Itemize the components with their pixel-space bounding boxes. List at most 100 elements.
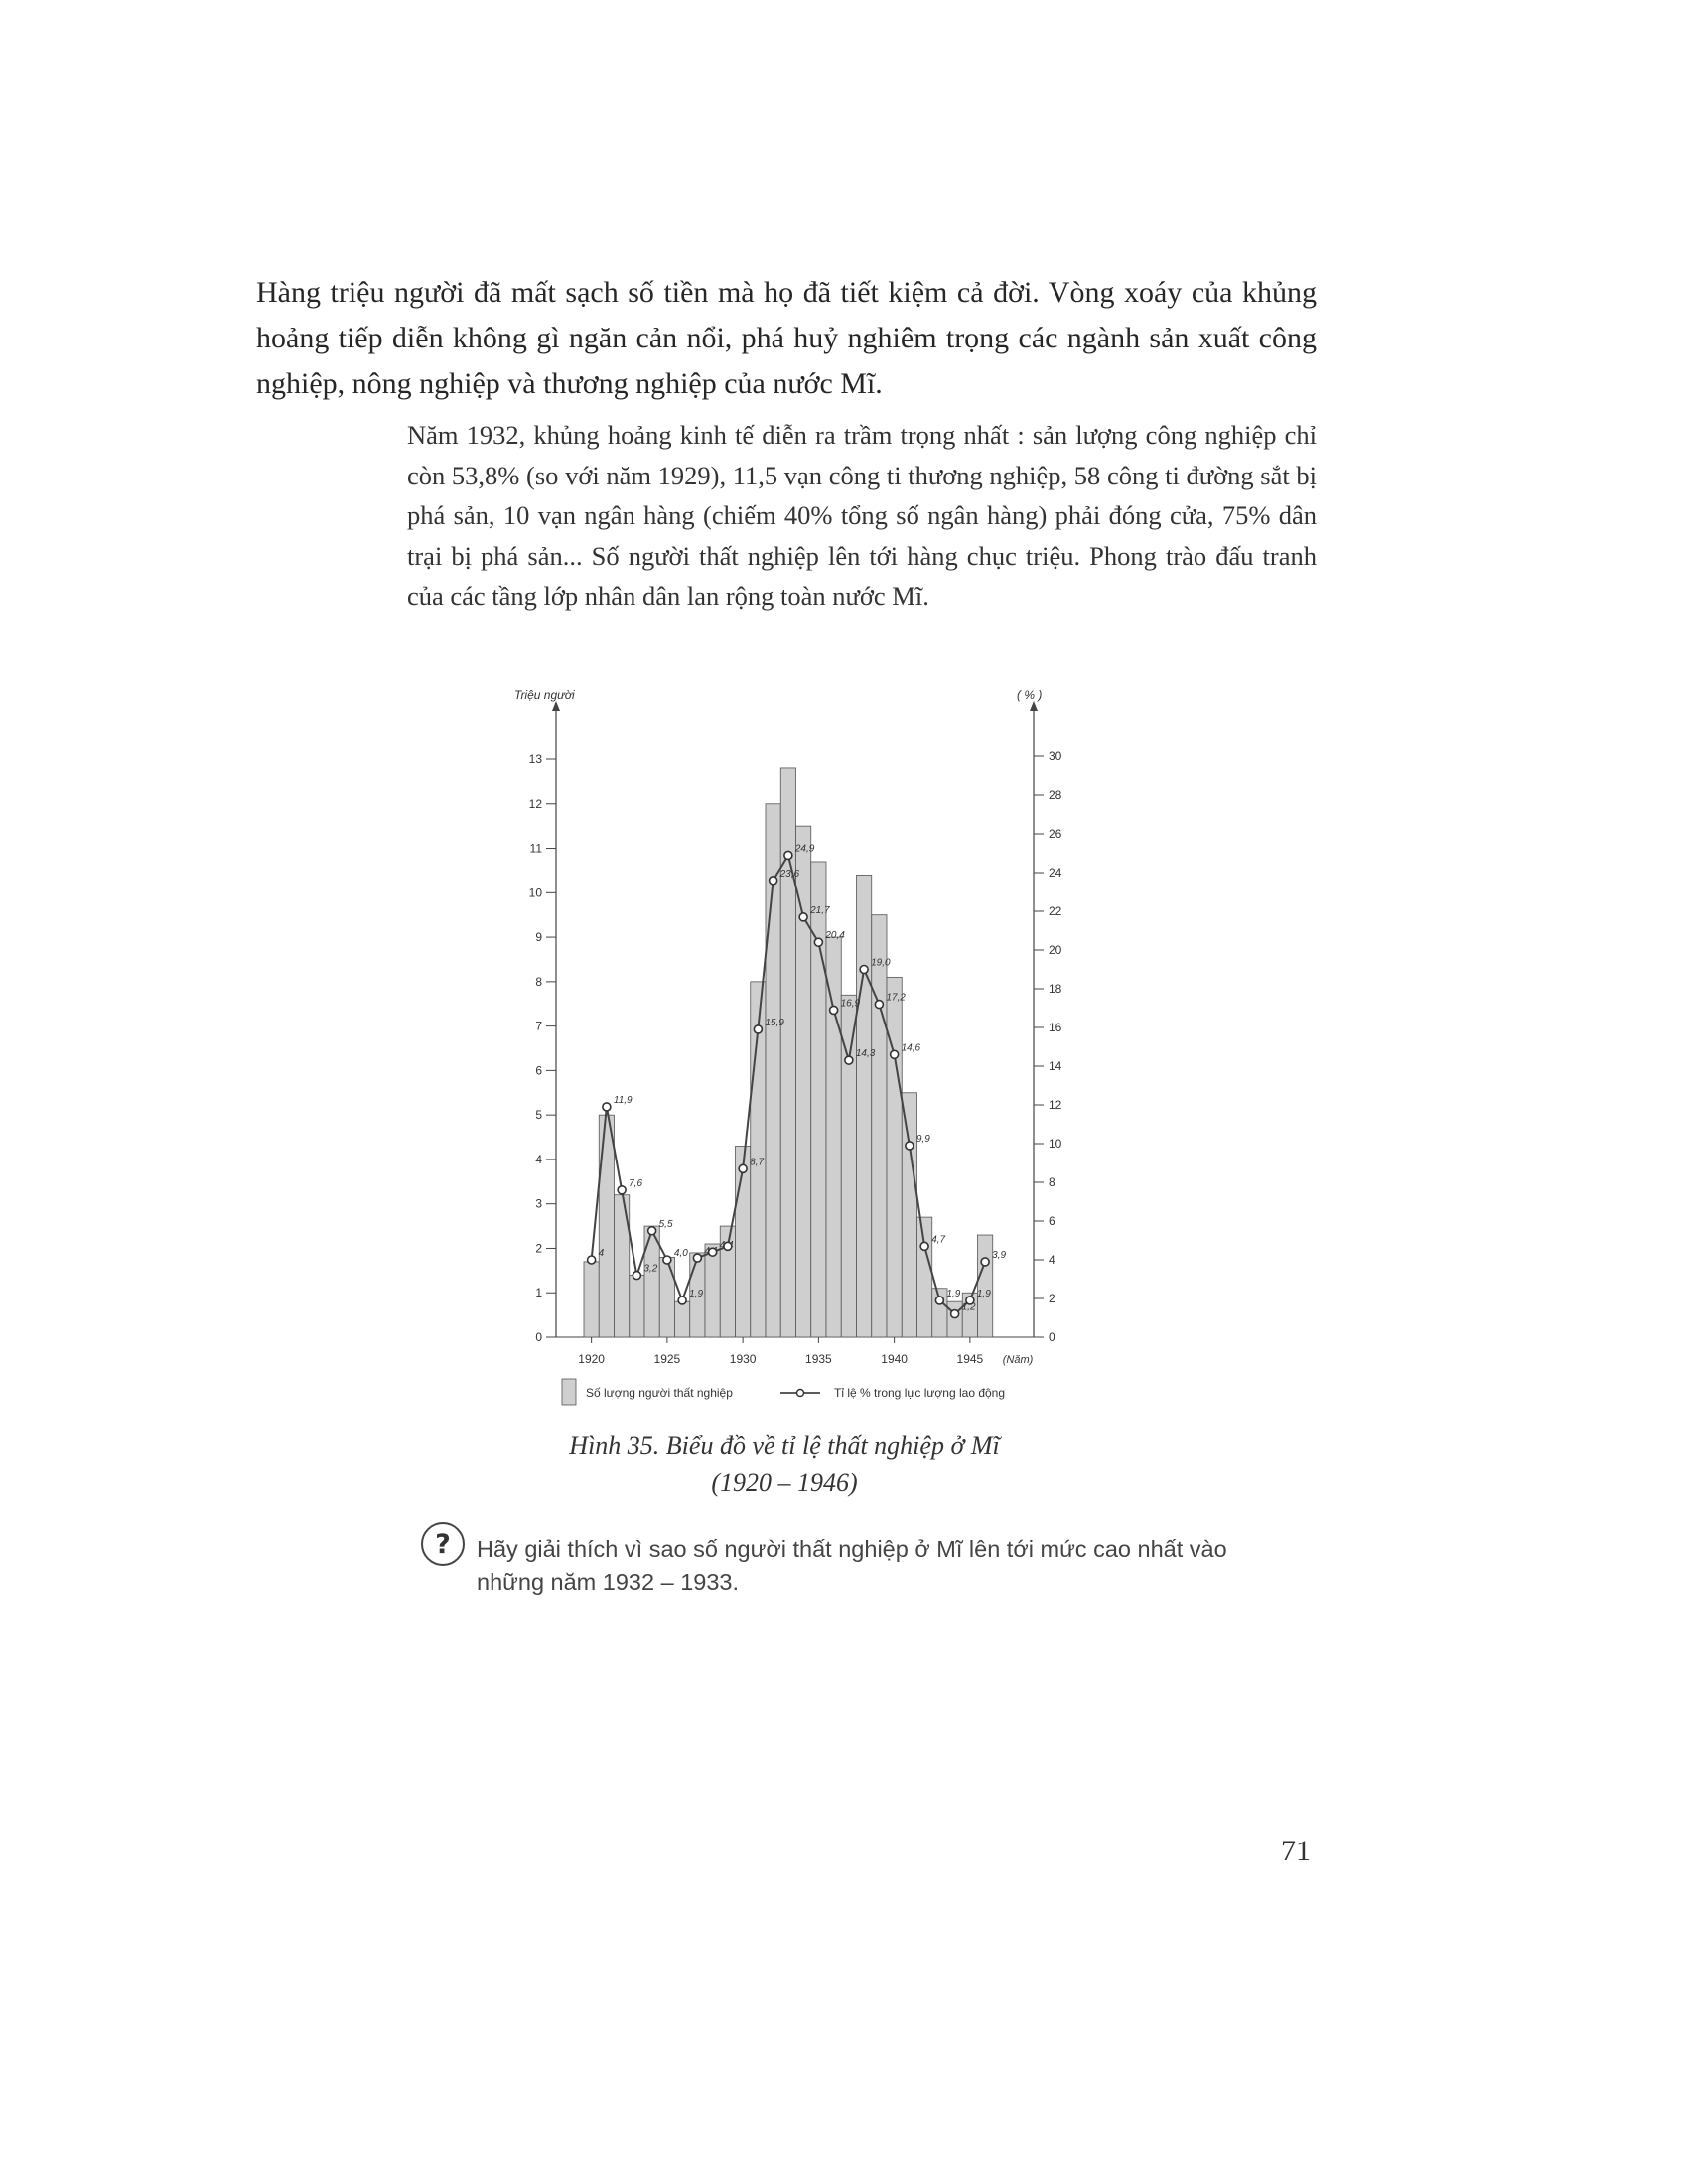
rate-data-label: 16,9 [841,998,861,1009]
y-right-tick-label: 0 [1049,1330,1055,1344]
unemployed-bar [856,874,873,1338]
y-right-tick-label: 4 [1049,1253,1055,1267]
y-right-tick-label: 6 [1049,1214,1055,1228]
rate-point [889,1049,900,1060]
rate-data-label: 24,9 [794,843,815,854]
y-left-tick-label: 7 [535,1020,542,1033]
y-left-tick-label: 5 [535,1108,542,1122]
rate-point [632,1270,642,1281]
caption-years: (1920 – 1946) [711,1468,858,1497]
unemployed-bar [674,1300,691,1338]
unemployed-bar [825,936,842,1338]
rate-data-label: 1,9 [977,1289,991,1299]
rate-data-label: 4,7 [931,1234,945,1245]
rate-data-label: 5,5 [659,1219,673,1230]
rate-point [617,1184,627,1195]
y-left-tick-label: 13 [529,752,543,766]
rate-point [768,876,778,886]
rate-point [934,1296,945,1305]
rate-point [798,912,808,922]
y-right-tick-label: 26 [1049,827,1062,841]
y-left-tick-label: 8 [535,975,542,989]
rate-data-label: 21,7 [809,905,830,916]
y-right-tick-label: 22 [1049,904,1062,918]
rate-point [905,1141,914,1151]
y-right-tick-label: 30 [1049,750,1062,763]
rate-point [783,850,793,861]
rate-data-label: 4,0 [674,1248,688,1259]
rate-data-label: 14,3 [856,1048,876,1059]
x-tick-label: 1930 [730,1352,757,1366]
y-left-tick-label: 12 [529,797,543,811]
unemployed-bar [840,994,857,1338]
rate-data-label: 7,6 [629,1178,642,1189]
unemployed-bar [583,1261,600,1338]
y-right-tick-label: 20 [1049,943,1062,957]
rate-point [586,1255,597,1265]
unemployed-bar [735,1146,752,1338]
legend-bar-swatch [561,1378,577,1406]
unemployed-bar [795,825,812,1338]
y-right-tick-label: 24 [1049,866,1062,880]
unemployed-bar [704,1243,721,1338]
y-left-tick-label: 10 [529,886,543,899]
rate-point [949,1308,960,1319]
legend-line-label: Tỉ lệ % trong lực lượng lao động [834,1386,1005,1400]
rate-point [677,1296,687,1305]
detail-paragraph: Năm 1932, khủng hoảng kinh tế diễn ra tr… [407,420,1317,611]
question-mark-icon: ? [421,1522,465,1566]
rate-point [723,1241,733,1252]
y-right-tick-label: 8 [1049,1175,1055,1189]
y-left-tick-label: 11 [530,842,543,856]
unemployed-bar [977,1234,994,1338]
rate-data-label: 14,6 [902,1042,921,1053]
rate-data-label: 3,2 [643,1264,657,1275]
x-tick-label: 1920 [578,1352,605,1366]
rate-point [692,1253,703,1263]
rate-data-label: 1,9 [689,1289,703,1299]
page-number: 71 [1281,1835,1311,1867]
figure-caption: Hình 35. Biểu đồ về tỉ lệ thất nghiệp ở … [477,1428,1092,1501]
rate-point [813,937,824,948]
rate-data-label: 15,9 [765,1018,784,1028]
rate-data-label: 17,2 [886,993,906,1004]
rate-data-label: 4 [599,1248,605,1259]
x-unit-label: (Năm) [1003,1354,1034,1366]
legend-bar-label: Số lượng người thất nghiệp [586,1386,733,1400]
unemployed-bar [931,1288,948,1338]
unemployed-bar [901,1092,917,1338]
rate-point [738,1163,748,1174]
rate-point [753,1024,764,1034]
rate-point [602,1102,612,1112]
question-text: Hãy giải thích vì sao số người thất nghi… [477,1536,1227,1595]
y-right-tick-label: 10 [1049,1137,1062,1151]
y-right-tick-label: 2 [1049,1292,1055,1305]
body-paragraph: Hàng triệu người đã mất sạch số tiền mà … [256,276,1317,400]
rate-data-label: 8,7 [750,1157,764,1167]
y-left-tick-label: 6 [535,1063,542,1077]
y-left-title: Triệu người [514,688,575,702]
unemployed-bar [871,914,888,1338]
y-left-tick-label: 3 [535,1197,542,1211]
rate-point [707,1247,718,1258]
rate-point [919,1241,929,1252]
rate-point [859,964,869,975]
y-right-tick-label: 28 [1049,788,1062,802]
unemployed-bar [946,1300,963,1338]
unemployed-bar [886,976,903,1338]
y-right-tick-label: 12 [1049,1098,1062,1112]
rate-point [662,1255,672,1265]
unemployed-bar [658,1257,675,1338]
unemployed-bar [629,1274,645,1338]
x-tick-label: 1935 [805,1352,832,1366]
y-left-tick-label: 9 [535,930,542,944]
rate-data-label: 19,0 [871,958,891,969]
rate-data-label: 9,9 [916,1134,930,1145]
y-left-tick-label: 4 [535,1153,542,1166]
y-right-tick-label: 18 [1049,982,1062,996]
x-tick-label: 1940 [881,1352,908,1366]
x-tick-label: 1925 [654,1352,681,1366]
rate-point [844,1055,854,1065]
y-left-tick-label: 1 [535,1286,542,1299]
rate-point [646,1225,657,1236]
